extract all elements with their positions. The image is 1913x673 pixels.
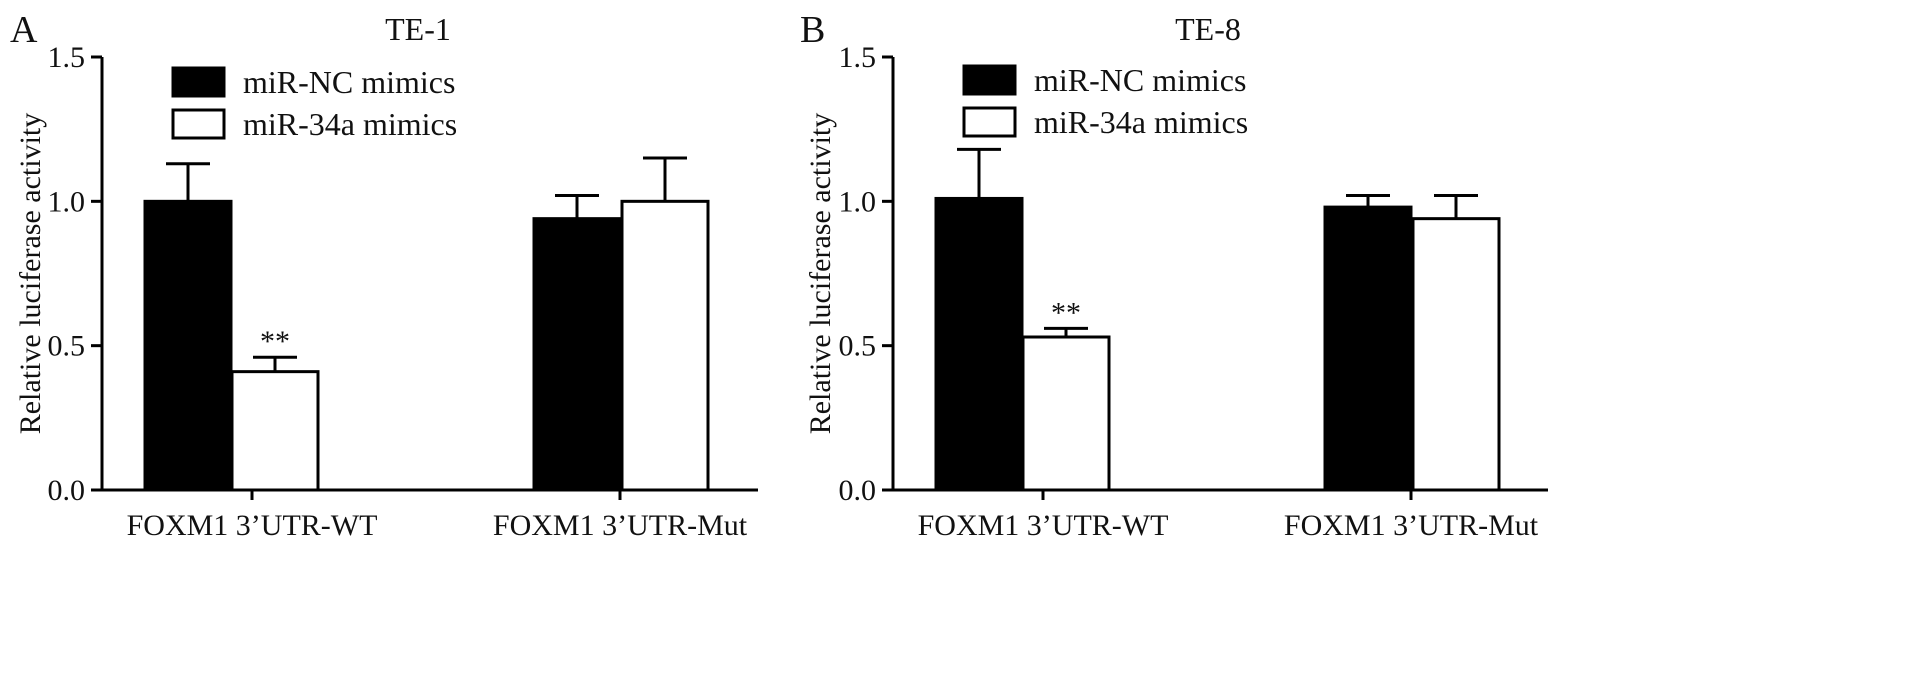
bar [230, 370, 320, 492]
panel-letter: B [800, 9, 825, 51]
panel-a: A TE-1 Relative luciferase activity 0.0 0.5 1… [10, 9, 758, 542]
x-tick-label: FOXM1 3’UTR-WT [918, 509, 1169, 542]
bar [934, 196, 1024, 492]
y-tick-label: 1.5 [839, 41, 877, 74]
legend-label: miR-34a mimics [1034, 104, 1248, 140]
bar [1411, 217, 1501, 492]
bar [620, 199, 710, 492]
bar [143, 199, 233, 492]
legend-swatch [962, 106, 1017, 138]
bar [532, 217, 622, 492]
panel-b: B TE-8 Relative luciferase activity 0.0 0.5 1… [800, 9, 1548, 542]
panel-letter: A [10, 9, 38, 51]
legend-label: miR-NC mimics [243, 64, 455, 100]
legend-swatch [962, 64, 1017, 96]
x-tick-label: FOXM1 3’UTR-Mut [1284, 509, 1539, 542]
legend-swatch [171, 66, 226, 98]
y-tick-label: 1.0 [48, 185, 86, 218]
x-tick-label: FOXM1 3’UTR-Mut [493, 509, 748, 542]
chart-title: TE-1 [385, 11, 451, 47]
legend-label: miR-34a mimics [243, 106, 457, 142]
legend-swatch [171, 108, 226, 140]
y-tick-label: 0.5 [48, 330, 86, 363]
x-tick-label: FOXM1 3’UTR-WT [127, 509, 378, 542]
y-tick-label: 0.5 [839, 330, 877, 363]
significance-label: ** [1051, 296, 1081, 329]
y-axis-title: Relative luciferase activity [804, 113, 837, 435]
y-tick-label: 0.0 [839, 474, 877, 507]
chart-title: TE-8 [1175, 11, 1241, 47]
bar [1323, 205, 1413, 492]
y-tick-label: 1.5 [48, 41, 86, 74]
y-tick-label: 0.0 [48, 474, 86, 507]
bar [1021, 335, 1111, 492]
significance-label: ** [260, 325, 290, 358]
y-tick-label: 1.0 [839, 185, 877, 218]
y-axis-title: Relative luciferase activity [14, 113, 47, 435]
legend-label: miR-NC mimics [1034, 62, 1246, 98]
